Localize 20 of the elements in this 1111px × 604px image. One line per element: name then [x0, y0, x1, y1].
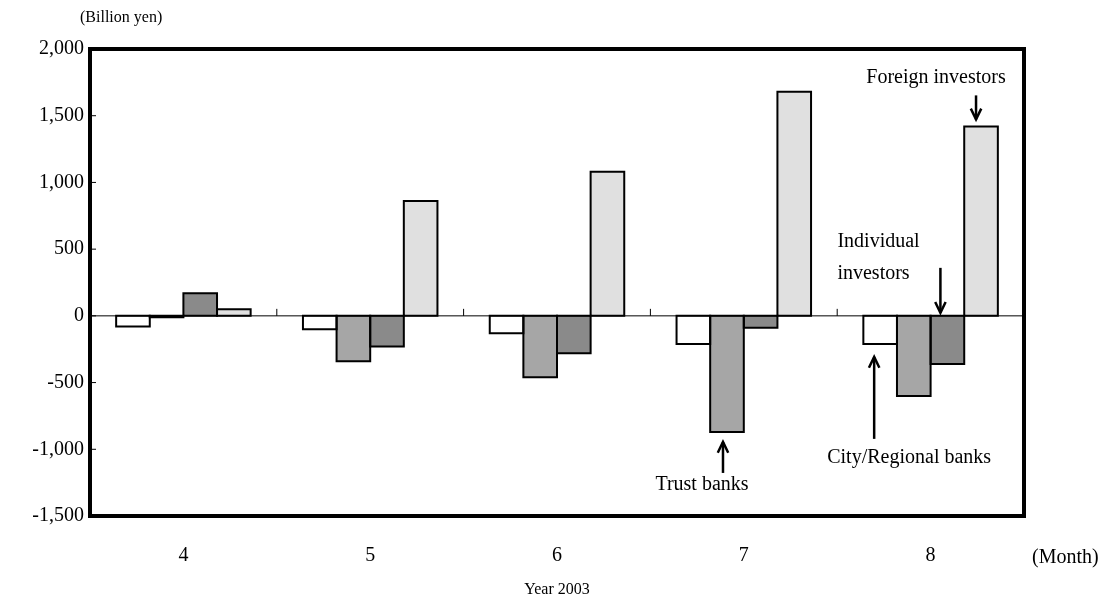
annotation: Trust banks	[655, 472, 749, 495]
y-tick-label: 1,500	[39, 102, 84, 125]
y-tick-label: -1,500	[32, 503, 84, 526]
annotation: Foreign investors	[866, 64, 1006, 88]
y-tick-label: 500	[54, 236, 84, 259]
x-tick-label: 7	[738, 543, 749, 566]
y-tick-label: 2,000	[39, 36, 84, 59]
annotation: Individual investors	[837, 229, 921, 284]
y-tick-label: 1,000	[39, 169, 84, 192]
y-tick-label: 0	[74, 303, 84, 326]
y-tick-label: -1,000	[32, 436, 84, 459]
x-tick-label: 5	[365, 543, 376, 566]
y-axis-title: (Billion yen)	[80, 8, 163, 27]
x-axis-title: Year 2003	[524, 580, 590, 598]
y-tick-label: -500	[47, 369, 84, 392]
text: (Month)	[1032, 545, 1099, 569]
annotation: City/Regional banks	[827, 445, 992, 469]
x-tick-label: 8	[925, 543, 936, 566]
x-tick-label: 4	[178, 543, 189, 566]
x-tick-label: 6	[552, 543, 562, 566]
